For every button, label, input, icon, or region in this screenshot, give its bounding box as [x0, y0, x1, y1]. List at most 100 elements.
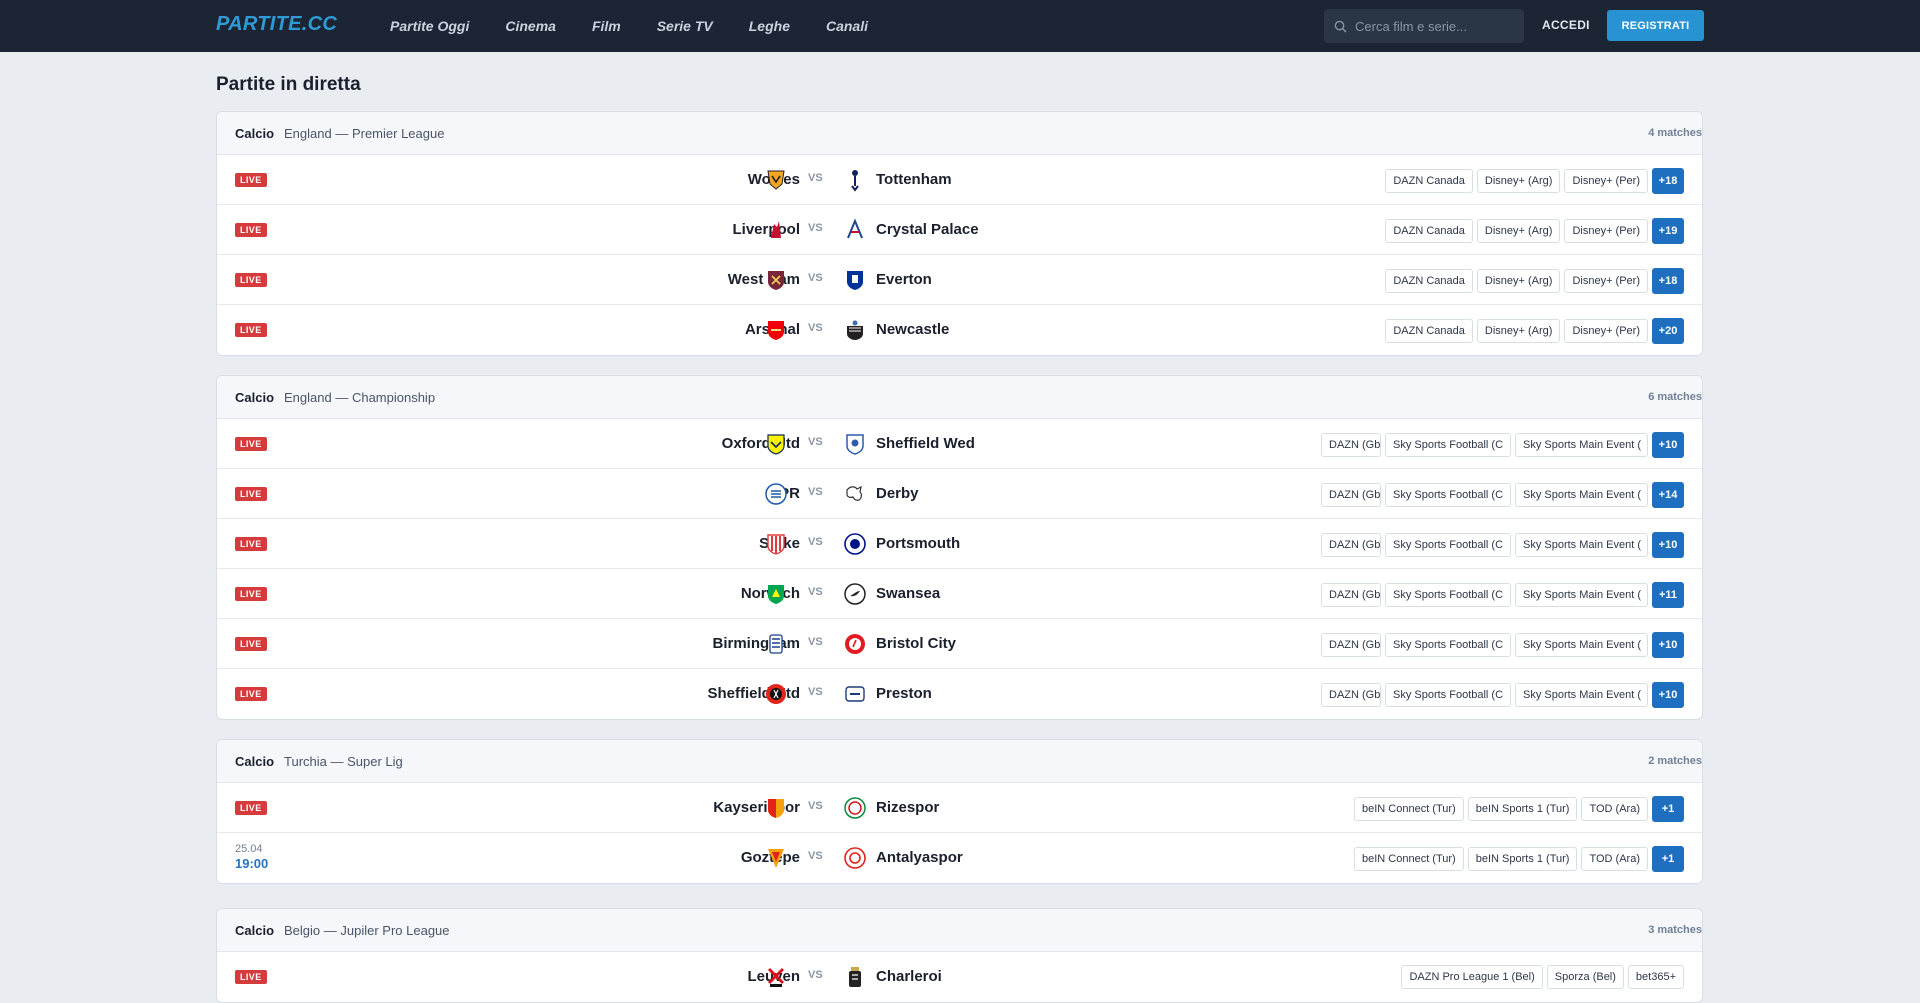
channel-tag[interactable]: Disney+ (Arg) [1476, 219, 1561, 243]
channel-tag[interactable]: Sporza (Bel) [1546, 965, 1624, 989]
sport-label: Calcio [235, 125, 275, 141]
more-channels-button[interactable]: +10 [1652, 682, 1684, 708]
home-team: Goztepe [740, 849, 800, 866]
match-row[interactable]: LIVE West Ham VS Everton DAZN Canada Dis… [217, 255, 1702, 305]
away-team: Portsmouth [876, 535, 961, 552]
channel-tag[interactable]: Sky Sports Main Event ( [1515, 533, 1648, 557]
more-channels-button[interactable]: +19 [1652, 218, 1684, 244]
channel-tag[interactable]: DAZN (Gb [1321, 683, 1381, 707]
channel-tag[interactable]: Sky Sports Main Event ( [1515, 683, 1648, 707]
channel-tag[interactable]: Disney+ (Per) [1564, 319, 1648, 343]
nav-link-serie-tv[interactable]: Serie TV [656, 18, 713, 34]
channel-tag[interactable]: DAZN (Gb [1321, 533, 1381, 557]
more-channels-button[interactable]: +1 [1652, 846, 1684, 872]
channel-tag[interactable]: DAZN Canada [1385, 169, 1473, 193]
search-icon [1334, 20, 1347, 33]
live-badge: LIVE [235, 437, 267, 451]
channel-tag[interactable]: DAZN Canada [1385, 269, 1473, 293]
search-box [1324, 9, 1524, 43]
match-row[interactable]: LIVE Leuven VS Charleroi DAZN Pro League… [217, 952, 1702, 1002]
channel-tag[interactable]: Sky Sports Football (C [1385, 583, 1511, 607]
channel-tag[interactable]: Sky Sports Main Event ( [1515, 483, 1648, 507]
more-channels-button[interactable]: +10 [1652, 432, 1684, 458]
channel-tag[interactable]: beIN Connect (Tur) [1353, 797, 1464, 821]
match-row[interactable]: LIVE Arsenal VS Newcastle DAZN Canada Di… [217, 305, 1702, 355]
channel-tag[interactable]: DAZN (Gb [1321, 633, 1381, 657]
channel-tag[interactable]: DAZN Pro League 1 (Bel) [1401, 965, 1543, 989]
channel-list: DAZN Pro League 1 (Bel) Sporza (Bel) bet… [1401, 965, 1684, 989]
channel-tag[interactable]: Disney+ (Per) [1564, 169, 1648, 193]
channel-tag[interactable]: Disney+ (Arg) [1476, 319, 1561, 343]
channel-list: beIN Connect (Tur) beIN Sports 1 (Tur) T… [1353, 846, 1684, 872]
live-badge: LIVE [235, 223, 267, 237]
channel-tag[interactable]: DAZN (Gb [1321, 583, 1381, 607]
channel-tag[interactable]: DAZN (Gb [1321, 483, 1381, 507]
nav-link-partite-oggi[interactable]: Partite Oggi [390, 18, 470, 34]
more-channels-button[interactable]: +18 [1652, 168, 1684, 194]
league-name: Turchia — Super Lig [284, 753, 403, 769]
league-header[interactable]: Calcio Turchia — Super Lig 2 matches [217, 740, 1702, 783]
vs-label: VS [808, 436, 823, 448]
search-input[interactable] [1355, 18, 1515, 34]
home-team: Oxford Utd [721, 435, 800, 452]
match-row[interactable]: LIVE Kayserispor VS Rizespor beIN Connec… [217, 783, 1702, 833]
channel-tag[interactable]: Sky Sports Football (C [1385, 483, 1511, 507]
channel-tag[interactable]: Sky Sports Football (C [1385, 533, 1511, 557]
arsenal-crest-icon [768, 321, 784, 340]
login-link[interactable]: ACCEDI [1542, 18, 1590, 32]
channel-tag[interactable]: Disney+ (Per) [1564, 219, 1648, 243]
nav-link-canali[interactable]: Canali [825, 18, 868, 34]
more-channels-button[interactable]: +10 [1652, 532, 1684, 558]
register-button[interactable]: REGISTRATI [1607, 10, 1704, 41]
kickoff-hour: 19:00 [235, 856, 269, 871]
channel-tag[interactable]: beIN Connect (Tur) [1353, 847, 1464, 871]
match-row[interactable]: LIVE Sheffield Utd VS Preston DAZN (Gb S… [217, 669, 1702, 719]
channel-tag[interactable]: Disney+ (Per) [1564, 269, 1648, 293]
match-count: 4 matches [1648, 127, 1702, 139]
channel-tag[interactable]: Sky Sports Football (C [1385, 433, 1511, 457]
channel-tag[interactable]: Sky Sports Main Event ( [1515, 583, 1648, 607]
match-row[interactable]: LIVE Liverpool VS Crystal Palace DAZN Ca… [217, 205, 1702, 255]
channel-tag[interactable]: TOD (Ara) [1581, 847, 1648, 871]
league-header[interactable]: Calcio England — Championship 6 matches [217, 376, 1702, 419]
match-row[interactable]: LIVE Oxford Utd VS Sheffield Wed DAZN (G… [217, 419, 1702, 469]
nav-link-film[interactable]: Film [591, 18, 621, 34]
more-channels-button[interactable]: +1 [1652, 796, 1684, 822]
site-logo[interactable]: PARTITE.CC [216, 13, 338, 35]
nav-link-leghe[interactable]: Leghe [748, 18, 790, 34]
more-channels-button[interactable]: +20 [1652, 318, 1684, 344]
channel-tag[interactable]: TOD (Ara) [1581, 797, 1648, 821]
match-row[interactable]: 25.04 19:00 Goztepe VS Antalyaspor beIN … [217, 833, 1702, 883]
everton-crest-icon [847, 271, 863, 290]
more-channels-button[interactable]: +14 [1652, 482, 1684, 508]
channel-tag[interactable]: Disney+ (Arg) [1476, 169, 1561, 193]
channel-tag[interactable]: Disney+ (Arg) [1476, 269, 1561, 293]
match-row[interactable]: LIVE Wolves VS Tottenham DAZN Canada Dis… [217, 155, 1702, 205]
channel-tag[interactable]: DAZN Canada [1385, 219, 1473, 243]
match-row[interactable]: LIVE Stoke VS Portsmouth DAZN (Gb Sky Sp… [217, 519, 1702, 569]
match-row[interactable]: LIVE Birmingham VS Bristol City DAZN (Gb… [217, 619, 1702, 669]
league-header[interactable]: Calcio Belgio — Jupiler Pro League 3 mat… [217, 909, 1702, 952]
match-row[interactable]: LIVE QPR VS Derby DAZN (Gb Sky Sports Fo… [217, 469, 1702, 519]
away-team: Rizespor [876, 799, 940, 816]
channel-tag[interactable]: beIN Sports 1 (Tur) [1467, 847, 1578, 871]
channel-tag[interactable]: DAZN Canada [1385, 319, 1473, 343]
more-channels-button[interactable]: +10 [1652, 632, 1684, 658]
live-badge: LIVE [235, 487, 267, 501]
more-channels-button[interactable]: +18 [1652, 268, 1684, 294]
channel-tag[interactable]: Sky Sports Football (C [1385, 683, 1511, 707]
kickoff-date: 25.04 [235, 843, 263, 855]
derby-crest-icon [846, 485, 862, 501]
channel-tag[interactable]: beIN Sports 1 (Tur) [1467, 797, 1578, 821]
channel-tag[interactable]: DAZN (Gb [1321, 433, 1381, 457]
nav-link-cinema[interactable]: Cinema [505, 18, 556, 34]
channel-tag[interactable]: Sky Sports Main Event ( [1515, 633, 1648, 657]
channel-tag[interactable]: Sky Sports Main Event ( [1515, 433, 1648, 457]
channel-tag[interactable]: bet365+ [1627, 965, 1684, 989]
league-header[interactable]: Calcio England — Premier League 4 matche… [217, 112, 1702, 155]
match-row[interactable]: LIVE Norwich VS Swansea DAZN (Gb Sky Spo… [217, 569, 1702, 619]
sport-label: Calcio [235, 922, 275, 938]
channel-tag[interactable]: Sky Sports Football (C [1385, 633, 1511, 657]
kayserispor-crest-icon [768, 799, 784, 818]
more-channels-button[interactable]: +11 [1652, 582, 1684, 608]
